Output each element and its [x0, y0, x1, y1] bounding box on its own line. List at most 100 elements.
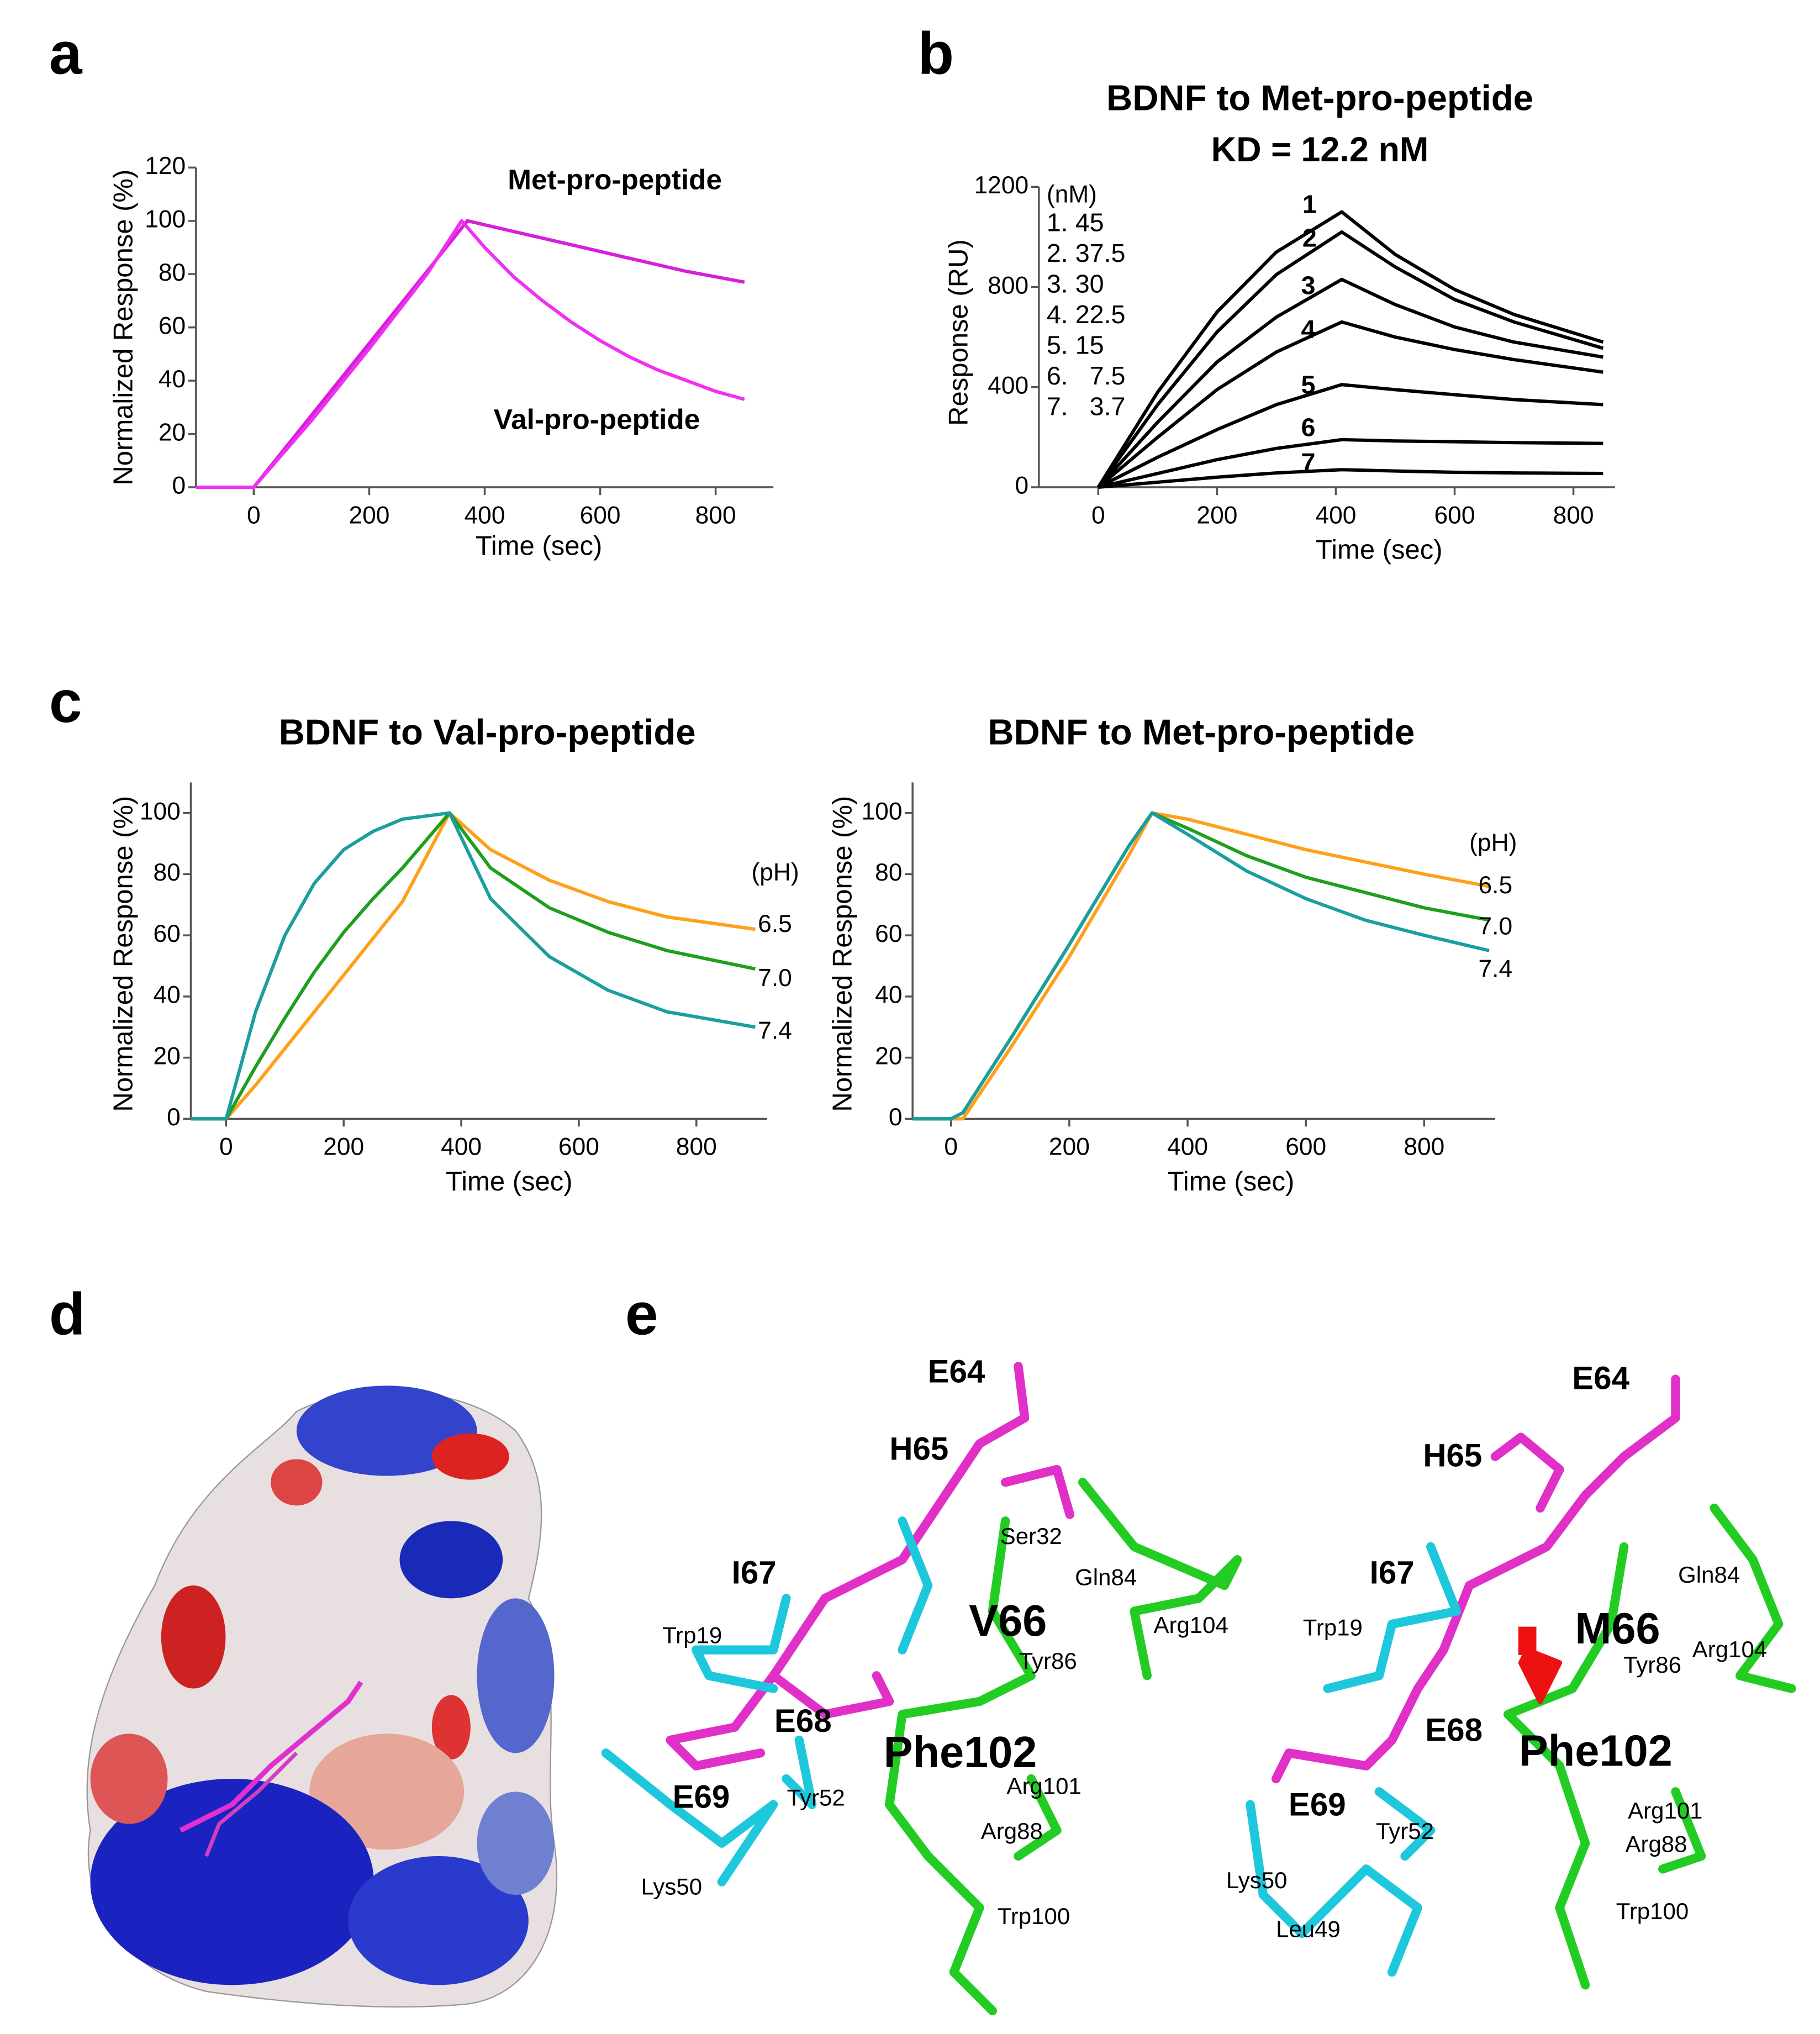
series-label: Met-pro-peptide: [508, 164, 722, 196]
series-label: 7: [1301, 447, 1316, 476]
residue-label: Gln84: [1075, 1564, 1137, 1590]
series-label: 3: [1301, 271, 1316, 300]
y-axis-label: Normalized Response (%): [827, 796, 857, 1112]
legend-entry: 5. 15: [1047, 330, 1104, 359]
x-tick-label: 600: [558, 1134, 599, 1161]
series-line: [191, 811, 756, 1121]
y-tick-label: 80: [875, 859, 902, 886]
y-tick-label: 20: [154, 1042, 181, 1069]
residue-label: Lys50: [641, 1873, 703, 1899]
x-tick-label: 800: [695, 502, 736, 529]
chart-title: BDNF to Val-pro-peptide: [279, 712, 696, 752]
x-tick-label: 0: [944, 1134, 958, 1161]
series-label: 7.0: [758, 965, 792, 992]
residue-label: E69: [1289, 1787, 1346, 1823]
x-tick-label: 400: [465, 502, 505, 529]
residue-label: E68: [774, 1703, 832, 1739]
y-axis-label: Response (RU): [943, 239, 973, 426]
series-line: [1098, 383, 1603, 489]
x-tick-label: 600: [1285, 1134, 1326, 1161]
residue-label: V66: [969, 1596, 1047, 1645]
series-line: [1096, 210, 1604, 488]
chart-title: BDNF to Met-pro-peptide: [1106, 77, 1533, 118]
y-tick-label: 40: [159, 366, 186, 393]
legend-title: (pH): [1469, 829, 1517, 856]
x-tick-label: 400: [1167, 1134, 1208, 1161]
x-tick-label: 200: [349, 502, 389, 529]
legend-entry: 4. 22.5: [1047, 300, 1126, 329]
x-tick-label: 0: [1091, 502, 1105, 529]
y-tick-label: 0: [167, 1104, 181, 1131]
x-axis-label: Time (sec): [1316, 535, 1443, 565]
legend-entry: 1. 45: [1047, 208, 1104, 236]
y-tick-label: 1200: [974, 172, 1029, 199]
series-label: 6: [1301, 413, 1316, 441]
residue-label: Phe102: [1519, 1726, 1673, 1775]
x-tick-label: 800: [1553, 502, 1594, 529]
series-line: [912, 811, 1490, 1121]
x-tick-label: 600: [1434, 502, 1475, 529]
residue-label: Arg101: [1006, 1773, 1081, 1799]
series-line: [191, 811, 756, 1121]
legend-title: (nM): [1047, 181, 1097, 208]
residue-label: Lys50: [1226, 1867, 1288, 1893]
y-tick-label: 0: [1015, 472, 1029, 499]
residue-label: Phe102: [884, 1727, 1037, 1777]
residue-label: Arg104: [1153, 1612, 1228, 1638]
residue-label: H65: [889, 1431, 948, 1467]
residue-label: Tyr86: [1623, 1652, 1681, 1678]
chart-subtitle: KD = 12.2 nM: [1211, 130, 1429, 169]
residue-label: Arg88: [1625, 1831, 1687, 1857]
residue-label: Arg104: [1692, 1636, 1767, 1662]
y-tick-label: 60: [159, 312, 186, 339]
residue-label: Trp100: [1616, 1898, 1689, 1924]
series-line: [912, 811, 1490, 1121]
panel-label: d: [49, 1281, 86, 1347]
y-tick-label: 40: [875, 982, 902, 1009]
series-label: 5: [1301, 370, 1316, 399]
series-label: 4: [1301, 315, 1316, 344]
series-label: 6.5: [758, 910, 792, 937]
series-line: [196, 219, 745, 489]
x-tick-label: 0: [219, 1134, 233, 1161]
stick-model: [601, 1362, 1796, 2016]
residue-label: Trp100: [998, 1903, 1070, 1929]
y-tick-label: 800: [988, 272, 1028, 299]
panel-label: e: [625, 1281, 658, 1347]
residue-label: M66: [1575, 1604, 1660, 1653]
residue-label: Trp19: [1303, 1614, 1363, 1640]
legend-title: (pH): [752, 859, 799, 886]
series-label: 7.0: [1479, 913, 1513, 940]
residue-label: Tyr52: [1376, 1818, 1434, 1844]
chart-title: BDNF to Met-pro-peptide: [988, 712, 1415, 752]
residue-label: Arg101: [1628, 1798, 1702, 1824]
y-tick-label: 40: [154, 982, 181, 1009]
y-tick-label: 100: [862, 798, 903, 825]
residue-label: Gln84: [1678, 1562, 1740, 1588]
series-line: [1097, 277, 1603, 489]
residue-label: I67: [732, 1555, 777, 1591]
residue-label: Tyr52: [787, 1784, 845, 1810]
residue-label: Ser32: [1000, 1523, 1062, 1549]
x-axis-label: Time (sec): [1168, 1167, 1295, 1197]
y-axis-label: Normalized Response (%): [108, 170, 138, 486]
series-line: [1098, 438, 1603, 489]
x-tick-label: 0: [247, 502, 261, 529]
y-tick-label: 80: [159, 259, 186, 286]
x-tick-label: 400: [441, 1134, 482, 1161]
legend-entry: 2. 37.5: [1047, 239, 1126, 267]
series-line: [191, 811, 756, 1121]
series-label: 6.5: [1479, 872, 1513, 899]
x-tick-label: 200: [1196, 502, 1237, 529]
legend-entry: 6. 7.5: [1047, 361, 1126, 390]
x-tick-label: 200: [1049, 1134, 1090, 1161]
residue-label: H65: [1423, 1437, 1482, 1473]
legend-entry: 3. 30: [1047, 269, 1104, 298]
series-line: [196, 219, 745, 489]
residue-label: E64: [1572, 1360, 1629, 1396]
y-tick-label: 100: [140, 798, 181, 825]
residue-label: Tyr86: [1019, 1648, 1077, 1674]
y-tick-label: 120: [145, 152, 186, 180]
